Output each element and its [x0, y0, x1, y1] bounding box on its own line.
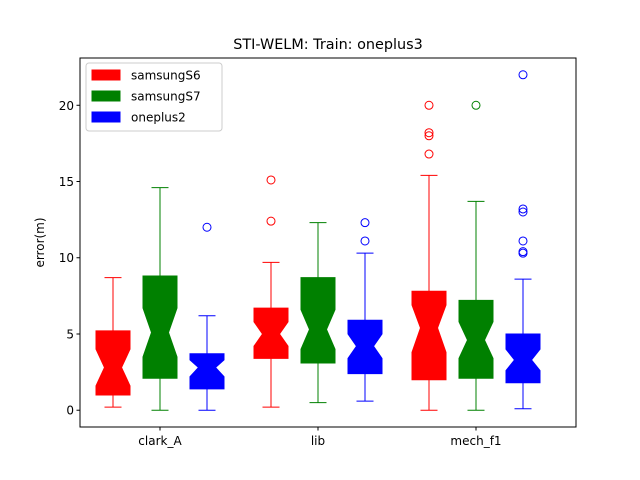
legend-swatch — [91, 90, 121, 102]
legend-swatch — [91, 69, 121, 81]
legend-item-samsungS7: samsungS7 — [91, 90, 201, 104]
y-tick-label: 20 — [59, 99, 74, 113]
outlier-point — [424, 128, 434, 138]
legend: samsungS6 samsungS7 oneplus2 — [85, 62, 223, 132]
plot-frame — [79, 57, 577, 428]
box-oneplus2-clark_A — [189, 222, 225, 411]
y-tick-label: 0 — [66, 404, 74, 418]
box-samsungS6-mech_f1 — [411, 100, 447, 411]
y-axis-label: error(m) — [33, 217, 47, 267]
legend-label: samsungS6 — [131, 69, 201, 83]
outlier-point — [424, 149, 434, 159]
x-tick-label: lib — [311, 434, 325, 448]
y-tick-label: 10 — [59, 251, 74, 265]
box-samsungS7-mech_f1 — [458, 100, 494, 411]
outlier-point — [518, 70, 528, 80]
notched-box — [347, 319, 383, 375]
box-oneplus2-mech_f1 — [505, 70, 541, 410]
notched-box — [189, 353, 225, 390]
outlier-point — [266, 175, 276, 185]
plot-marks — [95, 70, 541, 411]
legend-item-samsungS6: samsungS6 — [91, 69, 201, 83]
box-samsungS7-clark_A — [142, 187, 178, 411]
box-samsungS6-clark_A — [95, 277, 131, 408]
outlier-point — [266, 216, 276, 226]
notched-box — [253, 307, 289, 359]
legend-item-oneplus2: oneplus2 — [91, 111, 186, 125]
outlier-point — [424, 100, 434, 110]
outlier-point — [518, 247, 528, 257]
box-oneplus2-lib — [347, 218, 383, 402]
x-axis: clark_A lib mech_f1 — [138, 427, 502, 448]
outlier-point — [518, 204, 528, 214]
box-samsungS7-lib — [300, 222, 336, 404]
legend-swatch — [91, 111, 121, 123]
y-tick-label: 15 — [59, 175, 74, 189]
outlier-point — [202, 222, 212, 232]
chart-title: STI-WELM: Train: oneplus3 — [233, 37, 423, 53]
legend-label: oneplus2 — [131, 111, 186, 125]
notched-box — [458, 299, 494, 379]
y-tick-label: 5 — [66, 327, 74, 341]
x-tick-label: clark_A — [138, 434, 182, 448]
outlier-point — [424, 131, 434, 141]
notched-box — [411, 290, 447, 381]
y-axis: 0 5 10 15 20 — [59, 99, 80, 418]
notched-box — [300, 277, 336, 364]
x-tick-label: mech_f1 — [450, 434, 501, 448]
outlier-point — [518, 236, 528, 246]
notched-box — [95, 330, 131, 396]
outlier-point — [471, 100, 481, 110]
notched-box — [142, 275, 178, 379]
legend-label: samsungS7 — [131, 90, 201, 104]
outlier-point — [518, 207, 528, 217]
box-samsungS6-lib — [253, 175, 289, 408]
outlier-point — [360, 218, 370, 228]
notched-box — [505, 333, 541, 384]
outlier-point — [360, 236, 370, 246]
